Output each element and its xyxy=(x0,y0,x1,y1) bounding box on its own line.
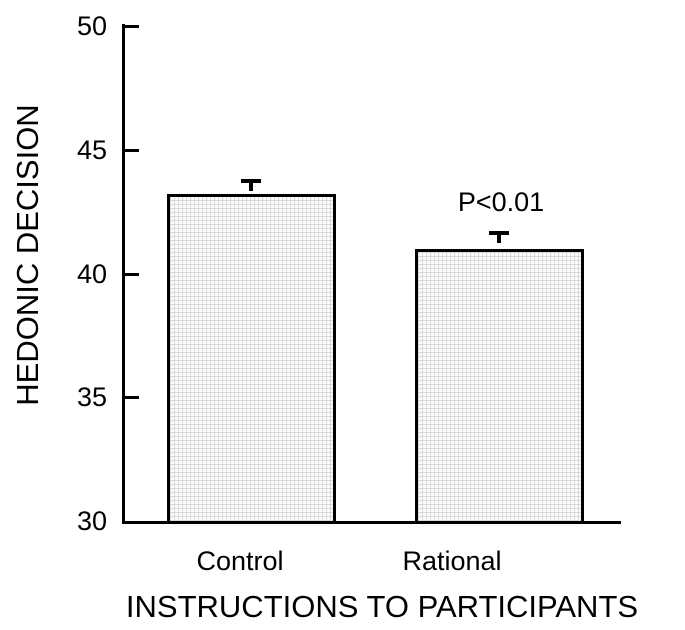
y-tick-mark xyxy=(125,25,139,28)
y-tick-label: 45 xyxy=(76,135,107,165)
category-label-rational: Rational xyxy=(402,546,502,576)
x-axis-line xyxy=(122,521,621,524)
y-tick-mark xyxy=(125,149,139,152)
category-label-control: Control xyxy=(196,546,284,576)
significance-annotation: P<0.01 xyxy=(457,187,545,217)
error-bar-stem xyxy=(497,235,501,243)
error-bar-cap xyxy=(241,179,261,183)
y-tick-label: 30 xyxy=(76,506,107,536)
error-bar-cap xyxy=(489,231,509,235)
y-tick-label: 35 xyxy=(76,382,107,412)
y-tick-label: 40 xyxy=(76,259,107,289)
bar-rational xyxy=(414,249,584,524)
y-tick-label: 50 xyxy=(76,11,107,41)
x-axis-title: INSTRUCTIONS TO PARTICIPANTS xyxy=(125,589,639,624)
y-axis-line xyxy=(122,24,125,524)
y-tick-mark xyxy=(125,273,139,276)
y-tick-mark xyxy=(125,396,139,399)
error-bar-stem xyxy=(249,183,253,191)
bar-control xyxy=(166,194,336,524)
